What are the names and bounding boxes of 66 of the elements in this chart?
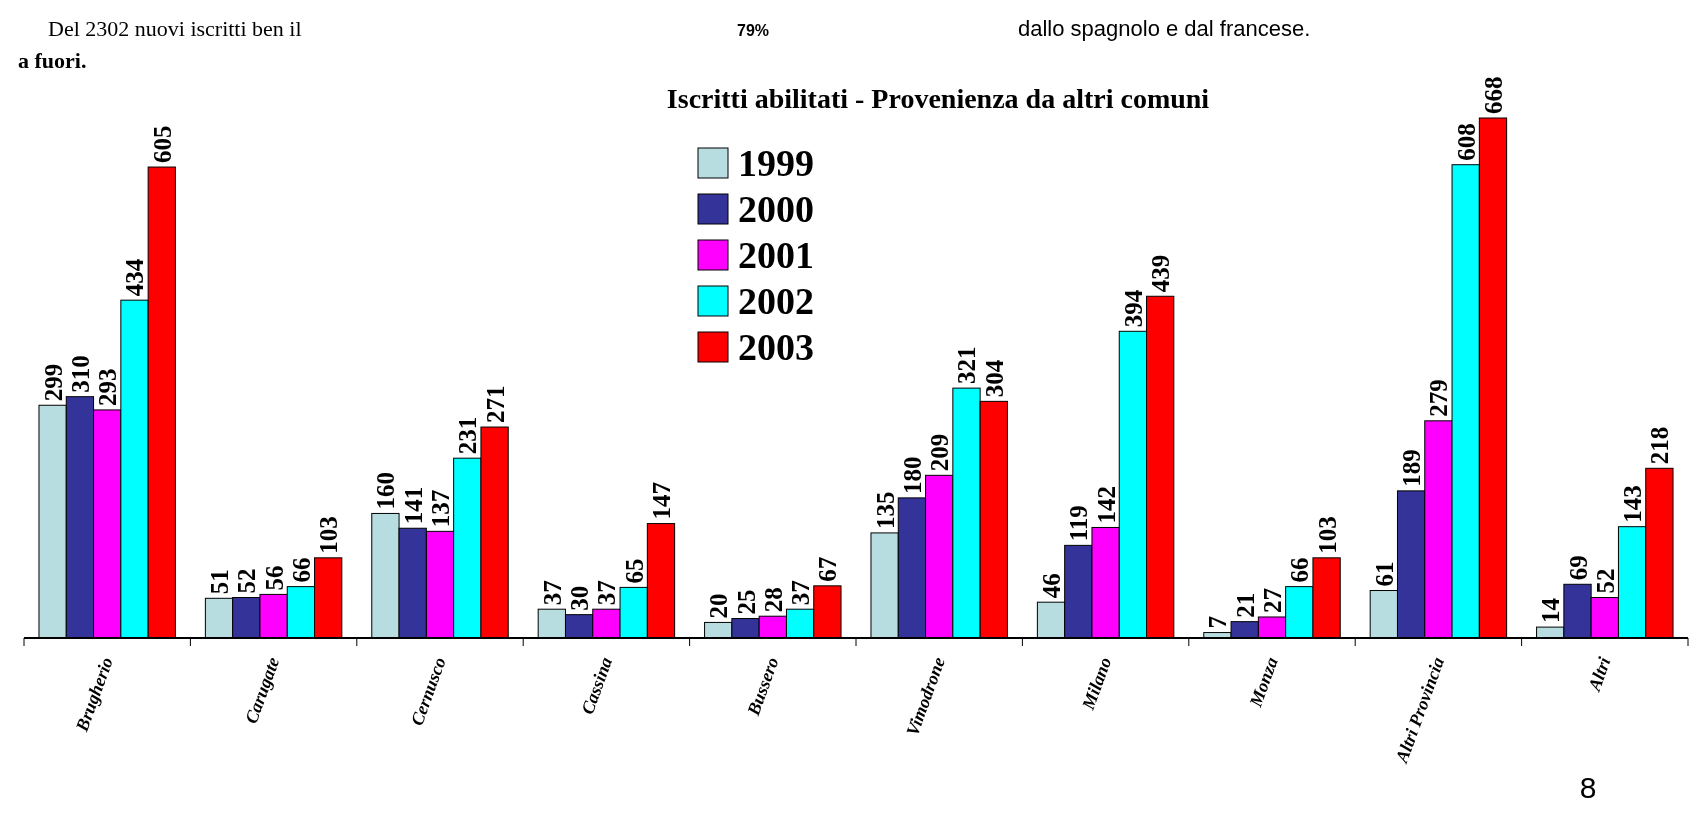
data-label: 668 <box>1479 76 1507 114</box>
data-label: 608 <box>1452 123 1480 161</box>
text: Del 2302 nuovi iscritti ben il <box>48 16 302 41</box>
data-label: 310 <box>66 355 94 393</box>
data-label: 28 <box>759 587 787 613</box>
data-label: 103 <box>1313 516 1341 554</box>
data-label: 56 <box>260 565 288 591</box>
data-label: 51 <box>206 569 234 595</box>
data-label: 46 <box>1038 573 1066 599</box>
data-label: 30 <box>566 585 594 611</box>
data-label: 434 <box>121 258 149 297</box>
data-label: 299 <box>39 363 67 402</box>
x-tick-label: Cassina <box>577 654 617 717</box>
legend-label: 1999 <box>738 142 814 184</box>
data-label: 147 <box>647 482 675 520</box>
data-label: 394 <box>1119 289 1147 328</box>
x-tick-label: Monza <box>1245 654 1282 711</box>
data-label: 439 <box>1147 254 1175 293</box>
data-label: 271 <box>481 385 509 424</box>
data-label: 119 <box>1065 505 1093 542</box>
data-label: 66 <box>287 557 315 583</box>
data-label: 160 <box>372 471 400 510</box>
data-label: 218 <box>1646 426 1674 465</box>
data-label: 65 <box>620 558 648 584</box>
data-label: 20 <box>705 593 733 619</box>
data-label: 14 <box>1537 597 1565 624</box>
data-label: 279 <box>1425 379 1453 417</box>
data-label: 321 <box>953 346 981 385</box>
data-label: 189 <box>1398 449 1426 487</box>
data-label: 605 <box>148 125 176 164</box>
data-label: 69 <box>1564 555 1592 581</box>
legend-label: 2001 <box>738 234 814 276</box>
legend-label: 2000 <box>738 188 814 230</box>
data-label: 25 <box>732 589 760 615</box>
data-label: 293 <box>94 368 122 406</box>
text: 8 <box>1579 771 1597 804</box>
data-label: 37 <box>593 580 621 606</box>
data-label: 231 <box>454 416 482 455</box>
data-label: 37 <box>787 580 815 606</box>
data-label: 27 <box>1259 587 1286 613</box>
data-label: 37 <box>538 580 566 606</box>
data-label: 209 <box>926 433 954 472</box>
data-label: 52 <box>233 568 261 594</box>
legend-label: 2003 <box>738 326 814 368</box>
data-label: 67 <box>814 556 842 582</box>
data-label: 142 <box>1092 485 1120 524</box>
data-label: 7 <box>1204 616 1232 629</box>
data-label: 135 <box>871 491 899 529</box>
data-label: 103 <box>315 516 343 554</box>
text: a fuori. <box>18 48 87 73</box>
data-label: 180 <box>898 456 926 494</box>
x-tick-label: Bussero <box>742 654 783 719</box>
text: 79% <box>736 22 770 39</box>
data-label: 143 <box>1619 485 1647 523</box>
data-label: 137 <box>427 489 454 528</box>
data-label: 21 <box>1231 592 1259 618</box>
chart-title: Iscritti abilitati - Provenienza da altri comuni <box>666 83 1210 114</box>
legend-label: 2002 <box>738 280 814 322</box>
data-label: 141 <box>399 486 427 525</box>
data-label: 61 <box>1370 561 1398 587</box>
x-tick-label: Altri <box>1583 654 1615 695</box>
text: dallo spagnolo e dal francese. <box>1018 16 1311 41</box>
x-tick-label: Milano <box>1077 654 1116 714</box>
data-label: 52 <box>1591 568 1619 594</box>
data-label: 304 <box>980 359 1008 398</box>
data-label: 66 <box>1286 557 1314 583</box>
